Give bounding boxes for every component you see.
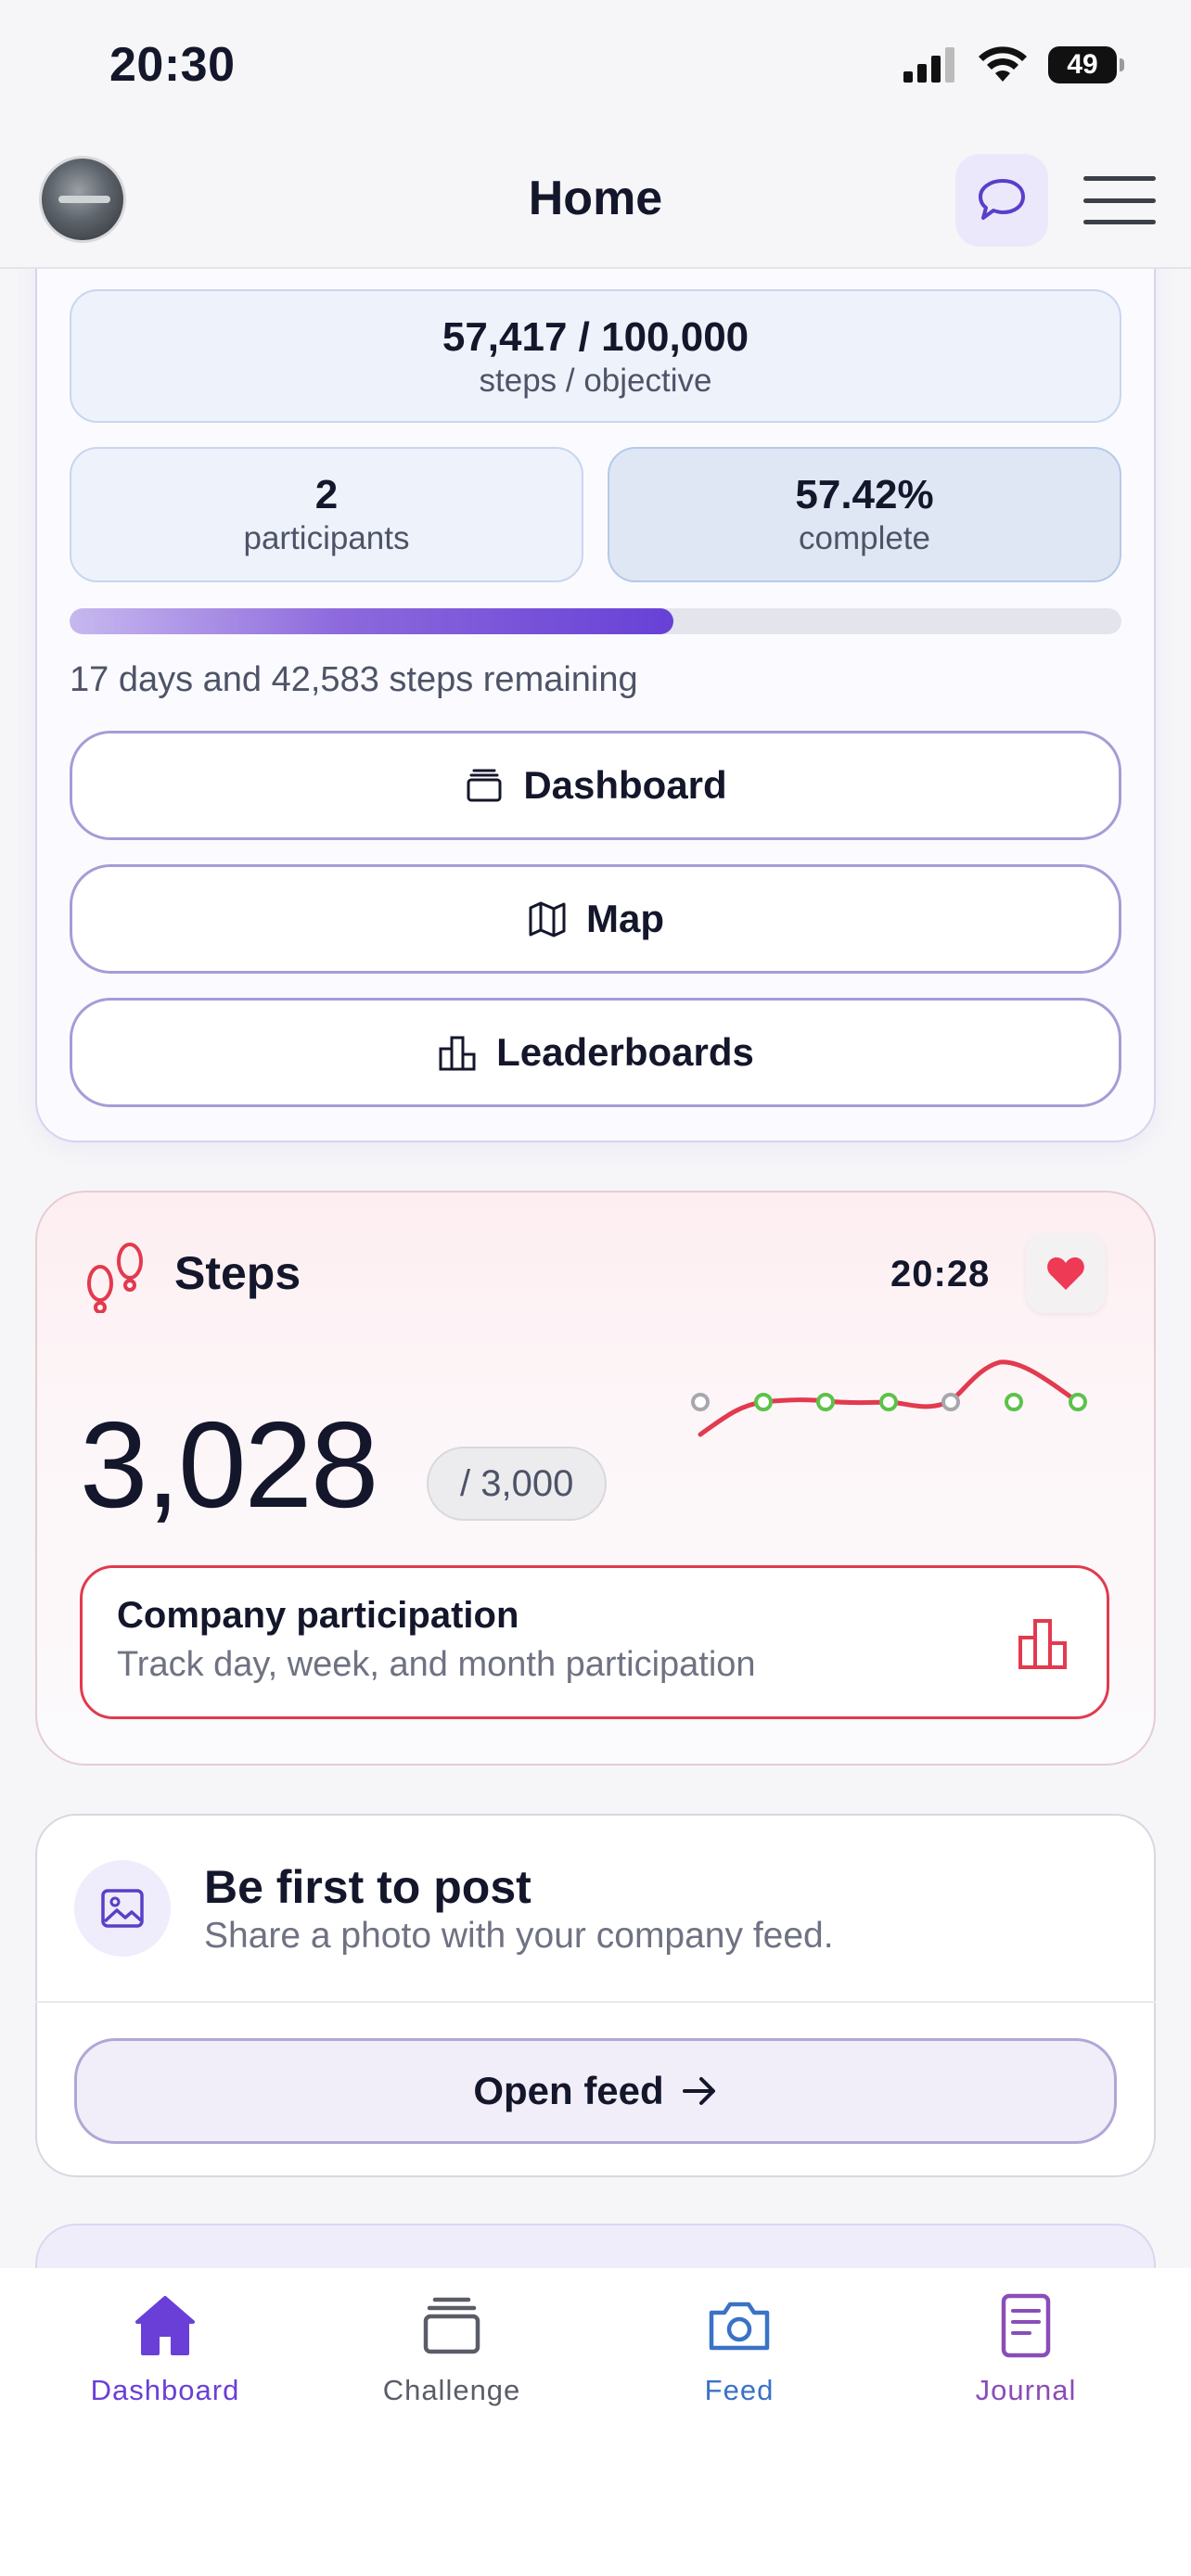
health-source-badge [1026, 1233, 1106, 1313]
camera-icon [709, 2302, 770, 2351]
participants-box: 2 participants [70, 447, 583, 582]
bar-chart-icon [1018, 1619, 1067, 1669]
participation-title: Company participation [117, 1595, 519, 1636]
tab-dashboard[interactable]: Dashboard [45, 2290, 286, 2407]
menu-icon-line [1083, 220, 1156, 224]
dashboard-button[interactable]: Dashboard [70, 731, 1121, 840]
participants-label: participants [243, 520, 410, 556]
steps-title: Steps [174, 1247, 301, 1299]
map-icon [529, 901, 566, 937]
sparkline-point [879, 1393, 898, 1411]
map-button-label: Map [586, 897, 664, 940]
sparkline-point [941, 1393, 960, 1411]
wifi-icon [979, 46, 1027, 82]
sparkline-point [1069, 1393, 1087, 1411]
sparkline-point [816, 1393, 835, 1411]
steps-objective-value: 57,417 / 100,000 [442, 314, 749, 360]
participants-value: 2 [314, 472, 339, 517]
steps-goal-badge: / 3,000 [427, 1447, 608, 1521]
status-icons: 49 [903, 46, 1124, 83]
sparkline-point [754, 1393, 773, 1411]
chat-icon [979, 179, 1025, 220]
bottom-tab-bar [0, 2268, 1191, 2576]
photo-icon-circle [74, 1860, 171, 1957]
divider [35, 2001, 1156, 2003]
remaining-text: 17 days and 42,583 steps remaining [70, 660, 638, 699]
company-participation-card[interactable] [80, 1565, 1109, 1719]
heart-icon [1047, 1257, 1084, 1290]
image-icon [101, 1889, 144, 1928]
dashboard-button-label: Dashboard [523, 763, 727, 807]
feed-title: Be first to post [204, 1861, 531, 1913]
arrow-right-icon [682, 2077, 715, 2105]
open-feed-button[interactable]: Open feed [74, 2038, 1117, 2144]
footprints-icon [87, 1243, 143, 1313]
tab-label: Feed [704, 2374, 775, 2406]
status-time: 20:30 [109, 38, 236, 92]
steps-objective-label: steps / objective [479, 363, 712, 399]
map-button[interactable]: Map [70, 864, 1121, 974]
cellular-signal-icon [903, 47, 954, 83]
challenge-progress-bar [70, 608, 1121, 634]
home-icon [135, 2296, 195, 2355]
tab-label: Challenge [382, 2374, 521, 2406]
leaderboard-icon [439, 1036, 476, 1071]
tab-label: Journal [975, 2374, 1077, 2406]
tab-feed[interactable]: Feed [619, 2290, 860, 2407]
menu-button[interactable] [1083, 176, 1156, 224]
steps-count: 3,028 [80, 1396, 378, 1533]
menu-icon-line [1083, 198, 1156, 203]
steps-updated-time: 20:28 [890, 1254, 991, 1294]
page-title: Home [528, 172, 663, 225]
tab-challenge[interactable]: Challenge [331, 2290, 572, 2407]
journal-icon [1001, 2293, 1051, 2358]
open-feed-label: Open feed [473, 2069, 664, 2112]
tab-journal[interactable]: Journal [905, 2290, 1146, 2407]
chat-button[interactable] [955, 154, 1048, 247]
steps-objective-box: 57,417 / 100,000 steps / objective [70, 289, 1121, 423]
steps-sparkline [691, 1359, 1087, 1437]
participation-subtitle: Track day, week, and month participation [117, 1645, 756, 1684]
stack-icon [467, 769, 502, 802]
battery-icon: 49 [1048, 46, 1124, 83]
sparkline-point [691, 1393, 710, 1411]
complete-value: 57.42% [795, 472, 934, 517]
complete-box: 57.42% complete [608, 447, 1121, 582]
challenge-progress-fill [70, 608, 674, 634]
leaderboards-button-label: Leaderboards [496, 1030, 754, 1074]
menu-icon-line [1083, 176, 1156, 181]
feed-subtitle: Share a photo with your company feed. [204, 1916, 834, 1956]
tab-label: Dashboard [90, 2374, 240, 2406]
leaderboards-button[interactable]: Leaderboards [70, 998, 1121, 1107]
stack-icon [423, 2297, 480, 2354]
complete-label: complete [798, 520, 931, 556]
sparkline-point [1005, 1393, 1023, 1411]
avatar[interactable] [39, 156, 126, 243]
